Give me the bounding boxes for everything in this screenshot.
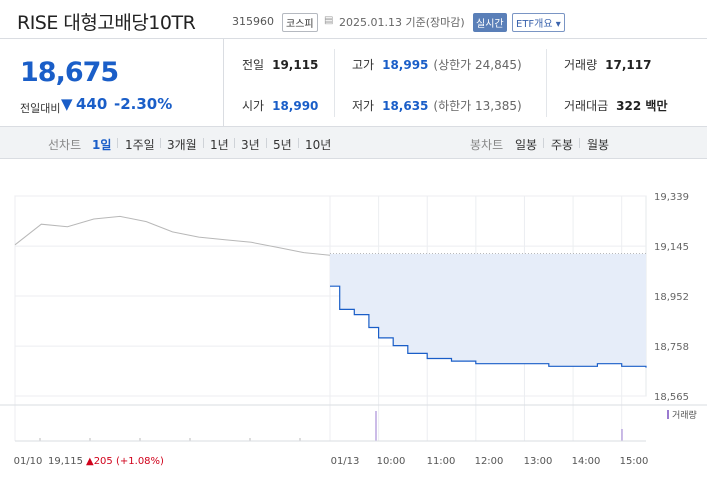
etf-overview-dropdown[interactable]: ETF개요 ▾ <box>512 13 565 32</box>
tab-divider <box>117 138 118 148</box>
chart-tabs: 선차트 1일 1주일 3개월 1년 3년 5년 10년 봉차트 일봉 주봉 월봉 <box>0 127 707 159</box>
volume-legend-label: 거래량 <box>672 409 697 421</box>
tab-3m[interactable]: 3개월 <box>167 136 197 153</box>
low-value: 18,635 <box>382 99 428 113</box>
high-value: 18,995 <box>382 58 428 72</box>
low-cell: 저가 18,635 (하한가 13,385) <box>352 97 522 114</box>
tab-divider <box>298 138 299 148</box>
current-price: 18,675 <box>20 57 118 88</box>
volume-value: 17,117 <box>605 58 651 72</box>
x-tick-label: 14:00 <box>572 456 601 467</box>
lower-limit: (하한가 13,385) <box>433 99 521 113</box>
y-tick-label: 19,339 <box>654 192 689 203</box>
volume-label: 거래량 <box>564 58 597 72</box>
candle-chart-label: 봉차트 <box>470 136 503 153</box>
calendar-icon: ▤ <box>324 15 333 26</box>
prev-day-change-pct: (+1.08%) <box>116 456 164 467</box>
tab-1d[interactable]: 1일 <box>92 136 111 153</box>
x-tick-label: 10:00 <box>377 456 406 467</box>
tab-weekly[interactable]: 주봉 <box>551 136 573 153</box>
y-tick-label: 18,565 <box>654 392 689 403</box>
tab-monthly[interactable]: 월봉 <box>587 136 609 153</box>
y-tick-label: 18,758 <box>654 342 689 353</box>
divider <box>334 49 335 117</box>
tab-1y[interactable]: 1년 <box>210 136 229 153</box>
tab-3y[interactable]: 3년 <box>241 136 260 153</box>
open-cell: 시가 18,990 <box>242 97 318 114</box>
tab-divider <box>234 138 235 148</box>
series-prev-day-line <box>15 216 330 255</box>
prev-close-cell: 전일 19,115 <box>242 56 318 73</box>
current-price-panel: 18,675 전일대비 ▼ 440 -2.30% <box>0 39 224 126</box>
y-tick-label: 18,952 <box>654 292 689 303</box>
quote-date: 2025.01.13 기준(장마감) <box>339 14 465 30</box>
volume-legend-swatch <box>667 410 669 419</box>
x-tick-label: 01/10 <box>14 456 43 467</box>
price-chart-svg: 19,339 19,145 18,952 18,758 18,565 거래량 01/10… <box>0 159 707 480</box>
tab-divider <box>160 138 161 148</box>
price-change: 440 <box>76 95 107 113</box>
price-change-percent: -2.30% <box>114 95 172 113</box>
amount-value: 322 백만 <box>616 99 667 113</box>
change-label: 전일대비 <box>20 100 60 116</box>
prev-day-change: ▲205 <box>86 456 113 467</box>
x-tick-label: 11:00 <box>427 456 456 467</box>
line-chart-label: 선차트 <box>48 136 81 153</box>
divider <box>546 49 547 117</box>
tab-1w[interactable]: 1주일 <box>125 136 155 153</box>
amount-cell: 거래대금 322 백만 <box>564 97 667 114</box>
stock-header: RISE 대형고배당10TR 315960 코스피 ▤ 2025.01.13 기… <box>0 0 707 39</box>
realtime-button[interactable]: 실시간 <box>473 13 507 32</box>
price-chart[interactable]: 19,339 19,145 18,952 18,758 18,565 거래량 01/10… <box>0 159 707 480</box>
down-arrow-icon: ▼ <box>61 95 73 113</box>
low-label: 저가 <box>352 99 374 113</box>
amount-label: 거래대금 <box>564 99 608 113</box>
high-cell: 고가 18,995 (상한가 24,845) <box>352 56 522 73</box>
x-tick-label: 13:00 <box>524 456 553 467</box>
open-value: 18,990 <box>272 99 318 113</box>
x-tick-label: 12:00 <box>475 456 504 467</box>
prev-close-value: 19,115 <box>272 58 318 72</box>
volume-cell: 거래량 17,117 <box>564 56 651 73</box>
tab-5y[interactable]: 5년 <box>273 136 292 153</box>
tab-divider <box>203 138 204 148</box>
stock-code: 315960 <box>232 15 274 28</box>
prev-close-label: 전일 <box>242 58 264 72</box>
prev-day-close: 19,115 <box>48 456 83 467</box>
high-label: 고가 <box>352 58 374 72</box>
upper-limit: (상한가 24,845) <box>433 58 521 72</box>
tab-divider <box>543 138 544 148</box>
tab-divider <box>266 138 267 148</box>
market-badge: 코스피 <box>282 13 318 32</box>
tab-daily[interactable]: 일봉 <box>515 136 537 153</box>
series-today-area <box>330 254 646 368</box>
x-tick-label: 01/13 <box>331 456 360 467</box>
open-label: 시가 <box>242 99 264 113</box>
y-tick-label: 19,145 <box>654 242 689 253</box>
x-tick-label: 15:00 <box>620 456 649 467</box>
stock-title: RISE 대형고배당10TR <box>17 8 195 35</box>
tab-divider <box>579 138 580 148</box>
tab-10y[interactable]: 10년 <box>305 136 331 153</box>
quote-summary: 18,675 전일대비 ▼ 440 -2.30% 전일 19,115 시가 18,9… <box>0 39 707 127</box>
